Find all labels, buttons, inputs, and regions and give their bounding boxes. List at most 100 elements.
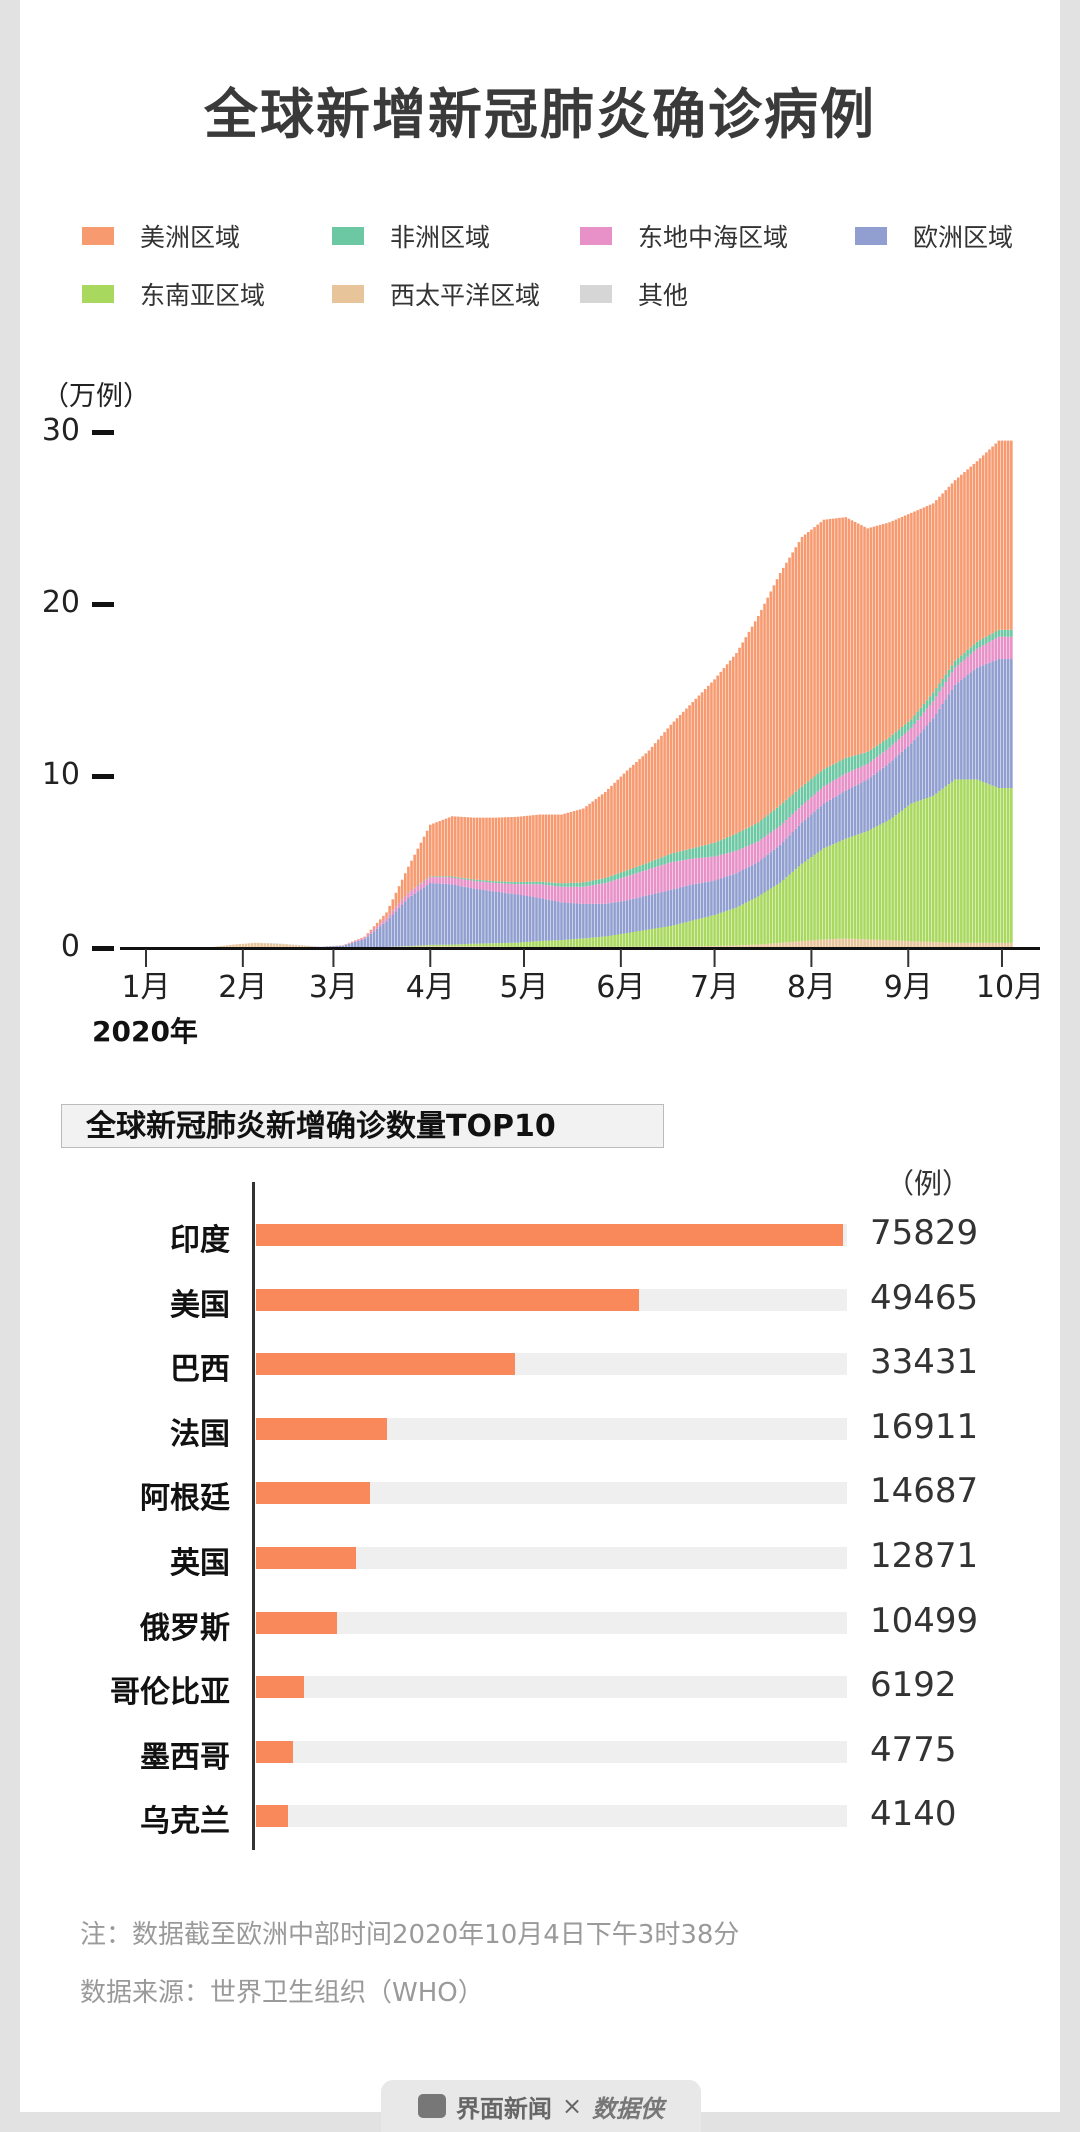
bar-segment-0: [222, 945, 226, 948]
bar-segment-4: [682, 850, 685, 861]
bar-segment-1: [922, 799, 926, 942]
bar-segment-1: [728, 909, 732, 946]
bar-segment-1: [753, 897, 757, 945]
bar-segment-6: [297, 944, 301, 946]
x-tick-mark: [713, 949, 716, 967]
bar-segment-3: [894, 741, 898, 758]
bar-segment-5: [594, 799, 598, 880]
bar-segment-1: [675, 924, 679, 947]
bar-segment-5: [860, 525, 863, 754]
bar-segment-0: [713, 945, 716, 948]
country-bar: [256, 1353, 515, 1376]
bar-segment-2: [510, 893, 513, 943]
bar-segment-5: [997, 440, 1001, 630]
bar-segment-3: [379, 923, 382, 927]
bar-segment-0: [741, 945, 744, 948]
bar-segment-0: [856, 939, 860, 948]
bar-segment-5: [966, 469, 969, 650]
bar-segment-2: [938, 708, 941, 792]
bar-segment-1: [838, 841, 841, 939]
bar-segment-3: [372, 929, 376, 932]
bar-segment-4: [635, 866, 638, 874]
bar-segment-2: [516, 894, 520, 943]
bar-segment-3: [575, 886, 579, 904]
bar-segment-0: [244, 943, 248, 948]
bar-segment-1: [666, 926, 670, 947]
bar-segment-4: [497, 881, 501, 884]
bar-segment-2: [407, 897, 410, 947]
country-label: 美国: [170, 1287, 230, 1323]
bar-segment-3: [988, 641, 991, 663]
bar-segment-2: [566, 902, 570, 940]
bar-segment-0: [294, 945, 298, 948]
bar-segment-2: [794, 828, 798, 870]
bar-segment-3: [960, 662, 963, 680]
bar-segment-4: [994, 631, 998, 639]
bar-segment-3: [975, 648, 979, 668]
bar-segment-1: [478, 943, 482, 947]
bar-segment-4: [991, 633, 994, 641]
bar-segment-3: [441, 877, 445, 884]
bar-segment-3: [638, 872, 641, 898]
bar-segment-5: [619, 776, 623, 873]
bar-segment-5: [956, 477, 960, 659]
bar-segment-5: [688, 705, 691, 850]
bar-segment-2: [394, 911, 398, 947]
bar-segment-0: [956, 942, 960, 948]
bar-segment-3: [428, 876, 432, 883]
bar-segment-3: [644, 870, 648, 896]
bar-segment-5: [950, 483, 954, 666]
bar-segment-2: [553, 901, 557, 941]
bar-segment-4: [585, 881, 588, 887]
bar-segment-1: [766, 890, 769, 944]
bar-segment-4: [781, 802, 785, 823]
bar-segment-1: [657, 927, 660, 947]
bar-segment-4: [716, 841, 719, 856]
bar-segment-3: [603, 883, 607, 904]
bar-segment-3: [956, 664, 960, 683]
bar-segment-0: [781, 942, 785, 948]
bar-segment-3: [1006, 636, 1010, 660]
bar-segment-1: [888, 819, 891, 941]
bar-segment-4: [828, 765, 832, 783]
legend-swatch: [82, 285, 114, 303]
y-tick-label: 10: [41, 757, 80, 792]
bar-segment-1: [691, 920, 694, 947]
bar-segment-3: [916, 720, 919, 737]
bar-segment-3: [619, 878, 623, 902]
bar-segment-2: [563, 902, 566, 940]
bar-segment-3: [482, 881, 485, 890]
bar-segment-2: [385, 921, 388, 947]
bar-segment-5: [541, 814, 545, 882]
bar-segment-3: [363, 937, 366, 939]
bar-segment-5: [685, 708, 688, 850]
bar-segment-5: [382, 915, 385, 921]
bar-segment-2: [775, 847, 779, 885]
bar-segment-0: [725, 945, 729, 948]
bar-segment-1: [741, 904, 744, 946]
bar-segment-3: [350, 942, 354, 943]
bar-segment-5: [560, 814, 563, 884]
bar-segment-1: [550, 940, 554, 947]
bar-segment-1: [925, 797, 929, 942]
bar-segment-4: [881, 741, 885, 753]
bar-segment-2: [329, 946, 332, 948]
bar-segment-3: [494, 882, 498, 892]
bar-segment-3: [963, 659, 966, 678]
bar-segment-2: [910, 743, 913, 804]
bar-segment-3: [632, 874, 635, 899]
bar-segment-2: [672, 889, 676, 926]
bar-segment-3: [831, 780, 835, 798]
bar-segment-3: [950, 672, 954, 690]
bar-segment-5: [438, 821, 441, 877]
bar-segment-3: [660, 865, 663, 893]
country-bar: [256, 1740, 293, 1763]
top10-axis-line: [252, 1182, 255, 1850]
bar-segment-4: [432, 876, 435, 878]
bar-segment-4: [700, 845, 704, 858]
bar-segment-1: [757, 896, 760, 945]
country-label: 印度: [170, 1223, 230, 1258]
country-bar: [256, 1288, 639, 1311]
bar-segment-3: [444, 877, 448, 884]
bar-segment-1: [519, 942, 523, 947]
